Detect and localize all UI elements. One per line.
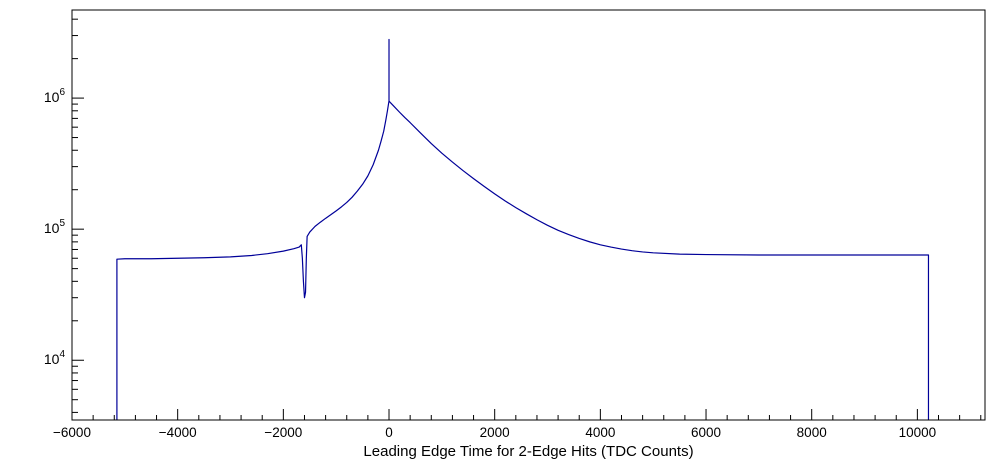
histogram-line	[116, 38, 930, 420]
x-tick-label: 0	[385, 425, 393, 440]
y-axis-labels: 104 105 106	[44, 87, 66, 367]
y-tick-label: 105	[44, 218, 66, 236]
y-tick-label: 104	[44, 349, 66, 367]
x-tick-label: 4000	[585, 425, 615, 440]
x-tick-label: 2000	[480, 425, 510, 440]
x-tick-label: −4000	[159, 425, 197, 440]
x-tick-label: 10000	[899, 425, 937, 440]
x-tick-label: −6000	[53, 425, 91, 440]
y-tick-label: 106	[44, 87, 66, 105]
x-axis-title: Leading Edge Time for 2-Edge Hits (TDC C…	[363, 443, 694, 460]
x-axis-ticks	[71, 409, 982, 420]
x-tick-label: 8000	[797, 425, 827, 440]
plot-frame	[71, 9, 986, 421]
x-tick-label: 6000	[691, 425, 721, 440]
y-axis-ticks	[72, 18, 84, 413]
x-axis-labels: −6000 −4000 −2000 0 2000 4000 6000 8000 10000	[53, 425, 936, 440]
x-tick-label: −2000	[264, 425, 302, 440]
